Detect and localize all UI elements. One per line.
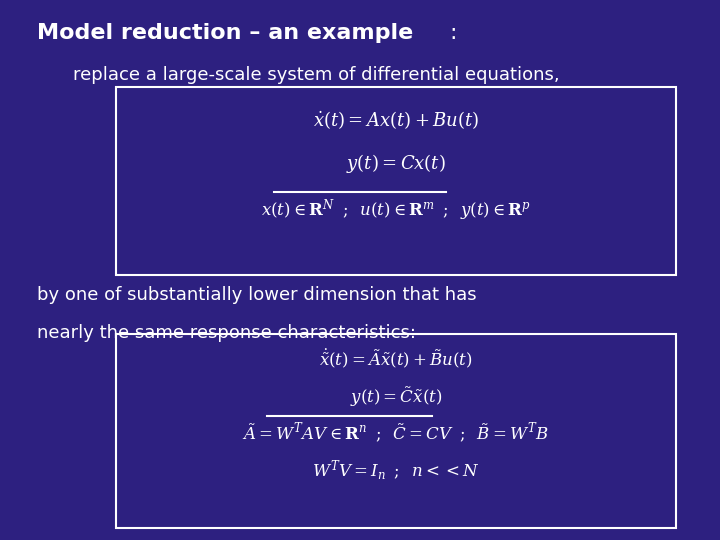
Text: :: : [450, 23, 457, 43]
Text: nearly the same response characteristics:: nearly the same response characteristics… [37, 323, 416, 342]
Text: $y(t) = \tilde{C}\tilde{x}(t)$: $y(t) = \tilde{C}\tilde{x}(t)$ [350, 386, 442, 409]
Text: Model reduction – an example: Model reduction – an example [37, 23, 413, 43]
Text: $\tilde{A} = W^{T}AV \in \mathbf{R}^{n}\;\; ; \;\; \tilde{C} = CV\;\; ; \;\; \ti: $\tilde{A} = W^{T}AV \in \mathbf{R}^{n}\… [243, 422, 549, 444]
Text: $y(t) = Cx(t)$: $y(t) = Cx(t)$ [346, 152, 446, 175]
Text: by one of substantially lower dimension that has: by one of substantially lower dimension … [37, 286, 477, 304]
FancyBboxPatch shape [116, 87, 675, 275]
Text: $\dot{x}(t) = Ax(t) + Bu(t)$: $\dot{x}(t) = Ax(t) + Bu(t)$ [312, 109, 479, 131]
Text: $x(t) \in \mathbf{R}^{N}\;\; ; \;\; u(t) \in \mathbf{R}^{m}\;\; ; \;\; y(t) \in : $x(t) \in \mathbf{R}^{N}\;\; ; \;\; u(t)… [261, 198, 531, 224]
Text: $W^{T}V = I_{n}\;\; ; \;\; n << N$: $W^{T}V = I_{n}\;\; ; \;\; n << N$ [312, 459, 480, 483]
Text: $\dot{\tilde{x}}(t) = \tilde{A}\tilde{x}(t) + \tilde{B}u(t)$: $\dot{\tilde{x}}(t) = \tilde{A}\tilde{x}… [319, 348, 473, 371]
FancyBboxPatch shape [116, 334, 675, 528]
Text: replace a large-scale system of differential equations,: replace a large-scale system of differen… [73, 66, 559, 84]
